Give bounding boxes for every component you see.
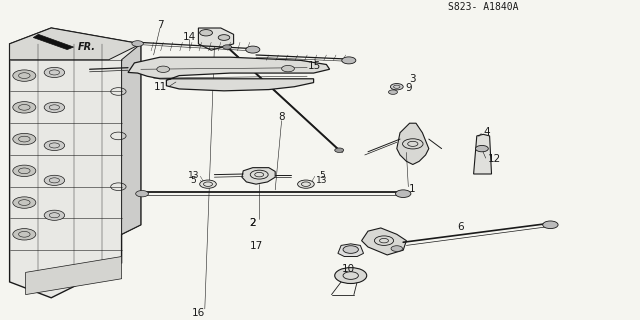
Circle shape: [391, 246, 403, 252]
Text: 9: 9: [406, 83, 412, 93]
Text: 10: 10: [342, 264, 355, 274]
Text: 7: 7: [157, 20, 163, 30]
Circle shape: [396, 190, 411, 197]
Polygon shape: [33, 34, 74, 50]
Circle shape: [44, 140, 65, 150]
Text: 11: 11: [154, 82, 166, 92]
Polygon shape: [26, 257, 122, 295]
Text: FR.: FR.: [78, 42, 96, 52]
Circle shape: [223, 45, 232, 49]
Text: 4: 4: [483, 127, 490, 137]
Circle shape: [476, 145, 488, 152]
Circle shape: [543, 221, 558, 228]
Circle shape: [200, 29, 212, 36]
Polygon shape: [362, 228, 406, 255]
Polygon shape: [128, 57, 330, 91]
Text: 16: 16: [192, 308, 205, 318]
Circle shape: [13, 133, 36, 145]
Circle shape: [388, 90, 397, 94]
Polygon shape: [198, 28, 234, 50]
Circle shape: [342, 57, 356, 64]
Circle shape: [298, 180, 314, 188]
Circle shape: [44, 210, 65, 220]
Polygon shape: [122, 44, 141, 234]
Text: 17: 17: [250, 241, 262, 252]
Text: 8: 8: [278, 112, 285, 122]
Circle shape: [13, 165, 36, 177]
Text: 3: 3: [410, 74, 416, 84]
Circle shape: [13, 70, 36, 81]
Ellipse shape: [80, 201, 106, 217]
Text: 1: 1: [409, 184, 415, 194]
Circle shape: [132, 41, 143, 46]
Circle shape: [343, 246, 358, 253]
Text: 14: 14: [183, 32, 196, 42]
Circle shape: [335, 268, 367, 284]
Polygon shape: [242, 168, 275, 184]
Text: 12: 12: [488, 154, 501, 164]
Circle shape: [13, 228, 36, 240]
Circle shape: [13, 102, 36, 113]
Polygon shape: [397, 123, 429, 164]
Circle shape: [157, 66, 170, 72]
Text: 15: 15: [308, 61, 321, 71]
Text: 6: 6: [458, 222, 464, 232]
Circle shape: [200, 180, 216, 188]
Text: S823- A1840A: S823- A1840A: [448, 2, 518, 12]
Text: 13: 13: [316, 176, 328, 185]
Polygon shape: [10, 28, 141, 60]
Circle shape: [13, 197, 36, 208]
Text: 2: 2: [250, 218, 256, 228]
Ellipse shape: [28, 208, 63, 229]
Text: 5: 5: [191, 176, 196, 185]
Circle shape: [335, 148, 344, 152]
Text: 13: 13: [188, 171, 199, 180]
Polygon shape: [474, 134, 492, 174]
Circle shape: [44, 67, 65, 77]
Circle shape: [136, 190, 148, 197]
Circle shape: [218, 35, 230, 40]
Polygon shape: [10, 28, 141, 298]
Circle shape: [44, 102, 65, 112]
Circle shape: [282, 66, 294, 72]
Circle shape: [44, 175, 65, 185]
Circle shape: [390, 84, 403, 90]
Polygon shape: [338, 244, 364, 257]
Text: 5: 5: [319, 171, 324, 180]
Text: 2: 2: [250, 218, 256, 228]
Circle shape: [246, 46, 260, 53]
